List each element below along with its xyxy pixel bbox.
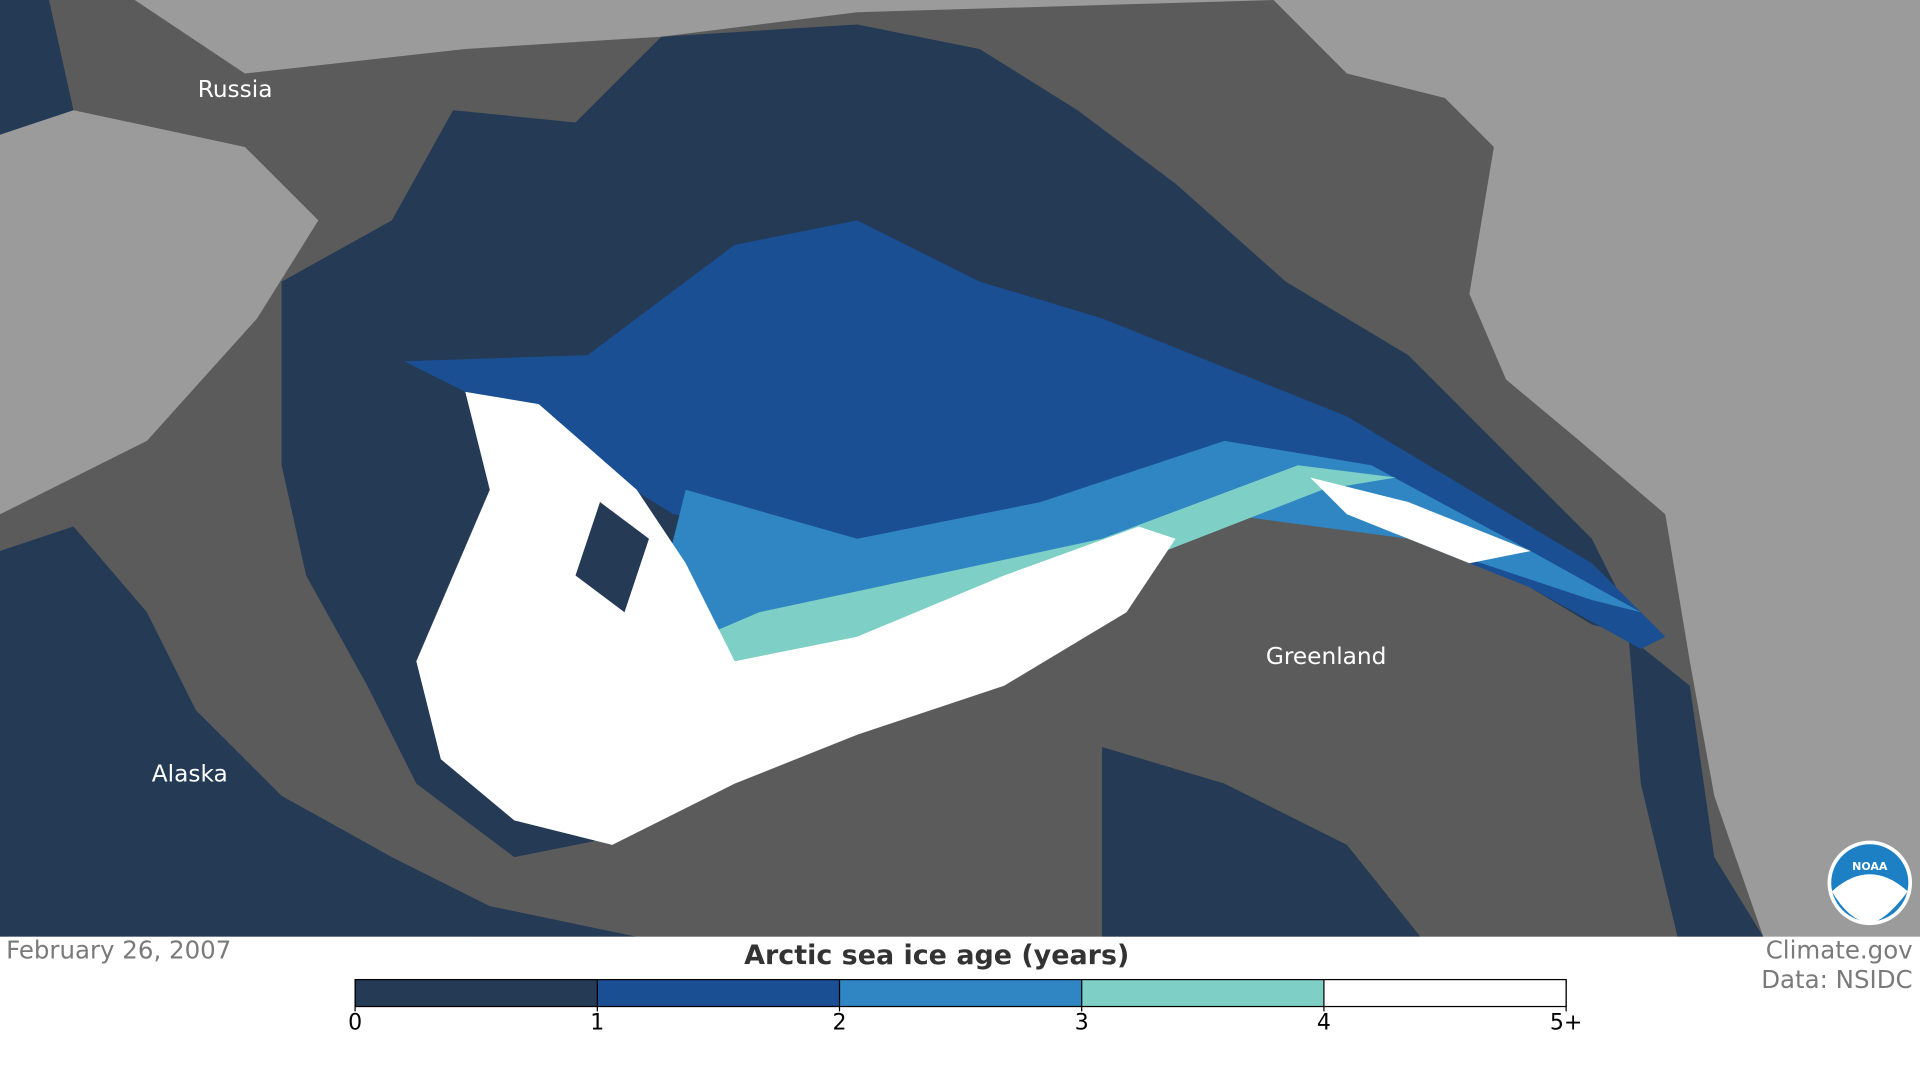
ice-4-plus	[416, 391, 1176, 845]
legend-swatch	[597, 979, 840, 1007]
legend-tick-label: 4	[1317, 1011, 1331, 1036]
footer	[0, 936, 1920, 1080]
legend-tick-label: 3	[1075, 1011, 1089, 1036]
place-label: Alaska	[152, 761, 228, 788]
legend-tick-label: 2	[832, 1011, 846, 1036]
credit: Data: NSIDC	[1761, 965, 1912, 994]
logo-text: NOAA	[1852, 860, 1888, 873]
legend-swatch	[1081, 979, 1324, 1007]
legend-tick-label: 0	[348, 1011, 362, 1036]
place-label: Russia	[198, 76, 273, 103]
credit: Climate.gov	[1766, 935, 1913, 964]
place-label: Greenland	[1266, 643, 1387, 670]
legend-swatch	[1323, 979, 1567, 1007]
legend-swatch	[839, 979, 1082, 1007]
ice-1-2	[404, 220, 1666, 649]
legend-title: Arctic sea ice age (years)	[744, 940, 1129, 971]
date: February 26, 2007	[6, 935, 231, 964]
ice-4-plus	[1310, 477, 1531, 564]
legend-tick-label: 1	[590, 1011, 604, 1036]
legend-tick-label: 5+	[1550, 1011, 1582, 1036]
noaa-logo-wave	[1831, 874, 1908, 924]
legend-swatch	[355, 979, 598, 1007]
